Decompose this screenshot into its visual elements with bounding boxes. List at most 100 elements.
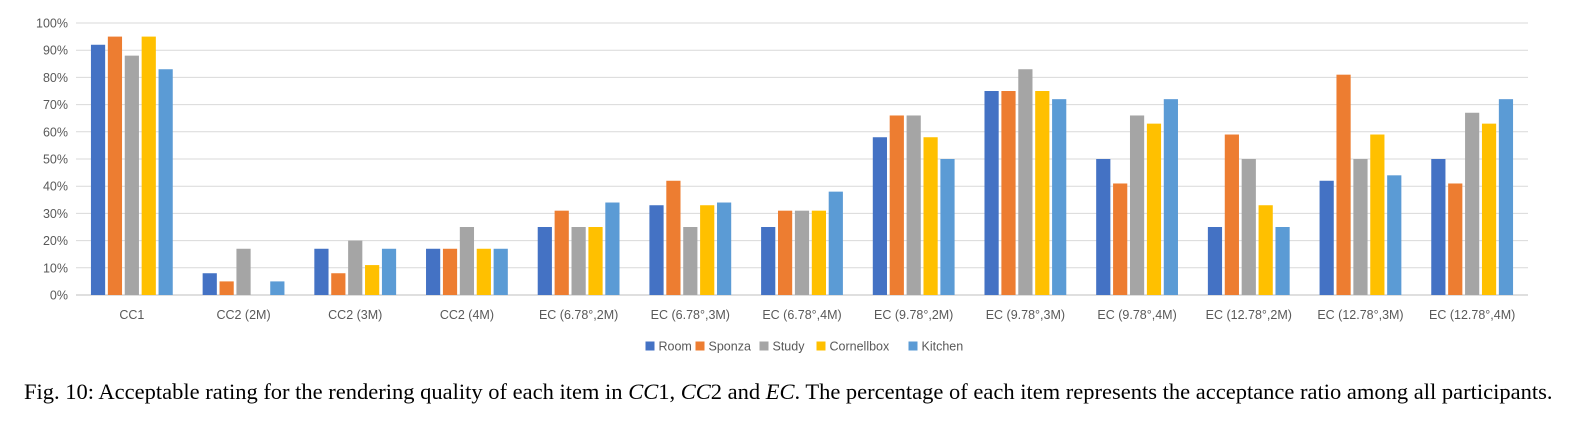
- legend-label: Study: [773, 340, 806, 354]
- bar: [493, 248, 508, 295]
- legend-swatch: [908, 341, 918, 351]
- x-category-label: EC (6.78°,3M): [651, 308, 730, 322]
- caption-suffix: . The percentage of each item represents…: [794, 379, 1553, 404]
- bar: [1146, 123, 1162, 295]
- bar: [331, 273, 346, 295]
- bar: [794, 210, 810, 295]
- x-category-label: CC1: [119, 308, 144, 322]
- bar: [683, 227, 698, 295]
- caption-ec: EC: [765, 379, 795, 404]
- legend-swatch: [759, 341, 769, 351]
- bar: [1018, 69, 1033, 296]
- bar: [828, 191, 843, 295]
- bar: [1096, 159, 1111, 295]
- bar: [588, 227, 603, 295]
- bar: [90, 44, 106, 296]
- bar: [571, 227, 586, 295]
- bar: [442, 248, 458, 295]
- y-tick-label: 30%: [43, 207, 68, 221]
- bar: [1052, 99, 1067, 295]
- bar: [365, 265, 380, 295]
- y-tick-label: 70%: [43, 98, 68, 112]
- bar: [107, 36, 123, 295]
- bar: [1431, 159, 1446, 295]
- caption-cc1-num: 1,: [658, 379, 681, 404]
- legend-label: Sponza: [709, 340, 751, 354]
- x-category-label: EC (6.78°,4M): [762, 308, 841, 322]
- bar: [778, 210, 793, 295]
- x-category-label: EC (9.78°,2M): [874, 308, 953, 322]
- bar: [348, 240, 363, 295]
- bar: [872, 137, 887, 295]
- bar: [1498, 99, 1514, 295]
- bar: [1258, 205, 1273, 295]
- bar: [1319, 180, 1334, 295]
- caption-cc1: CC: [628, 379, 659, 404]
- y-tick-label: 0%: [50, 289, 68, 303]
- y-tick-label: 20%: [43, 234, 68, 248]
- x-category-label: EC (12.78°,2M): [1206, 308, 1292, 322]
- x-category-label: CC2 (3M): [328, 308, 382, 322]
- legend: Room Sponza Study Cornellbox Kitchen: [645, 340, 964, 354]
- bar: [1448, 183, 1463, 295]
- bar: [381, 248, 397, 295]
- x-axis: CC1 CC2 (2M) CC2 (3M) CC2 (4M) EC (6.78°,2M)…: [119, 308, 1515, 322]
- bar: [761, 227, 776, 295]
- y-tick-label: 10%: [43, 261, 68, 275]
- bar: [1336, 74, 1351, 296]
- bar-chart: 0% 10% 20% 30% 40% 50% 60% 70% 80% 90% 100% CC1 CC2…: [36, 17, 1528, 354]
- legend-label: Cornellbox: [830, 340, 891, 354]
- bar: [605, 202, 620, 295]
- caption-prefix: Fig. 10: Acceptable rating for the rende…: [24, 379, 629, 404]
- bar: [426, 248, 441, 295]
- bar: [906, 115, 921, 295]
- bar: [1241, 159, 1256, 295]
- legend-swatch: [816, 341, 826, 351]
- bar: [1481, 123, 1497, 295]
- bar: [811, 210, 826, 295]
- x-category-label: CC2 (2M): [216, 308, 270, 322]
- y-tick-label: 90%: [43, 44, 68, 58]
- bar: [1129, 115, 1145, 295]
- x-category-label: EC (9.78°,4M): [1097, 308, 1176, 322]
- y-tick-label: 50%: [43, 153, 68, 167]
- caption-cc2: CC: [680, 379, 711, 404]
- x-category-label: EC (9.78°,3M): [986, 308, 1065, 322]
- y-tick-label: 40%: [43, 180, 68, 194]
- y-tick-label: 60%: [43, 125, 68, 139]
- bar: [158, 69, 173, 296]
- bar: [1224, 134, 1239, 295]
- x-category-label: EC (6.78°,2M): [539, 308, 618, 322]
- bar: [1035, 91, 1050, 295]
- bar: [700, 205, 715, 295]
- y-tick-label: 100%: [36, 17, 68, 31]
- bar: [1275, 227, 1290, 295]
- legend-swatch: [695, 341, 705, 351]
- bar: [1113, 183, 1128, 295]
- bar: [1353, 159, 1368, 295]
- bar: [554, 210, 569, 295]
- bar: [1465, 112, 1480, 295]
- bar: [923, 137, 938, 295]
- bar: [476, 248, 491, 295]
- bar: [314, 248, 329, 295]
- x-category-label: EC (12.78°,3M): [1317, 308, 1403, 322]
- legend-label: Kitchen: [922, 340, 964, 354]
- caption-cc2-num: 2 and: [710, 379, 766, 404]
- bar: [270, 281, 285, 295]
- bars: [90, 36, 1514, 296]
- x-category-label: EC (12.78°,4M): [1429, 308, 1515, 322]
- bar: [1163, 99, 1178, 295]
- bar: [1370, 134, 1385, 295]
- bar: [984, 91, 999, 295]
- bar: [124, 55, 139, 295]
- legend-swatch: [645, 341, 655, 351]
- bar: [1001, 91, 1016, 295]
- y-tick-label: 80%: [43, 71, 68, 85]
- bar: [717, 202, 732, 295]
- bar: [666, 180, 681, 295]
- bar: [1387, 175, 1402, 295]
- bar: [889, 115, 904, 295]
- bar: [219, 281, 234, 295]
- figure-caption: Fig. 10: Acceptable rating for the rende…: [24, 378, 1564, 406]
